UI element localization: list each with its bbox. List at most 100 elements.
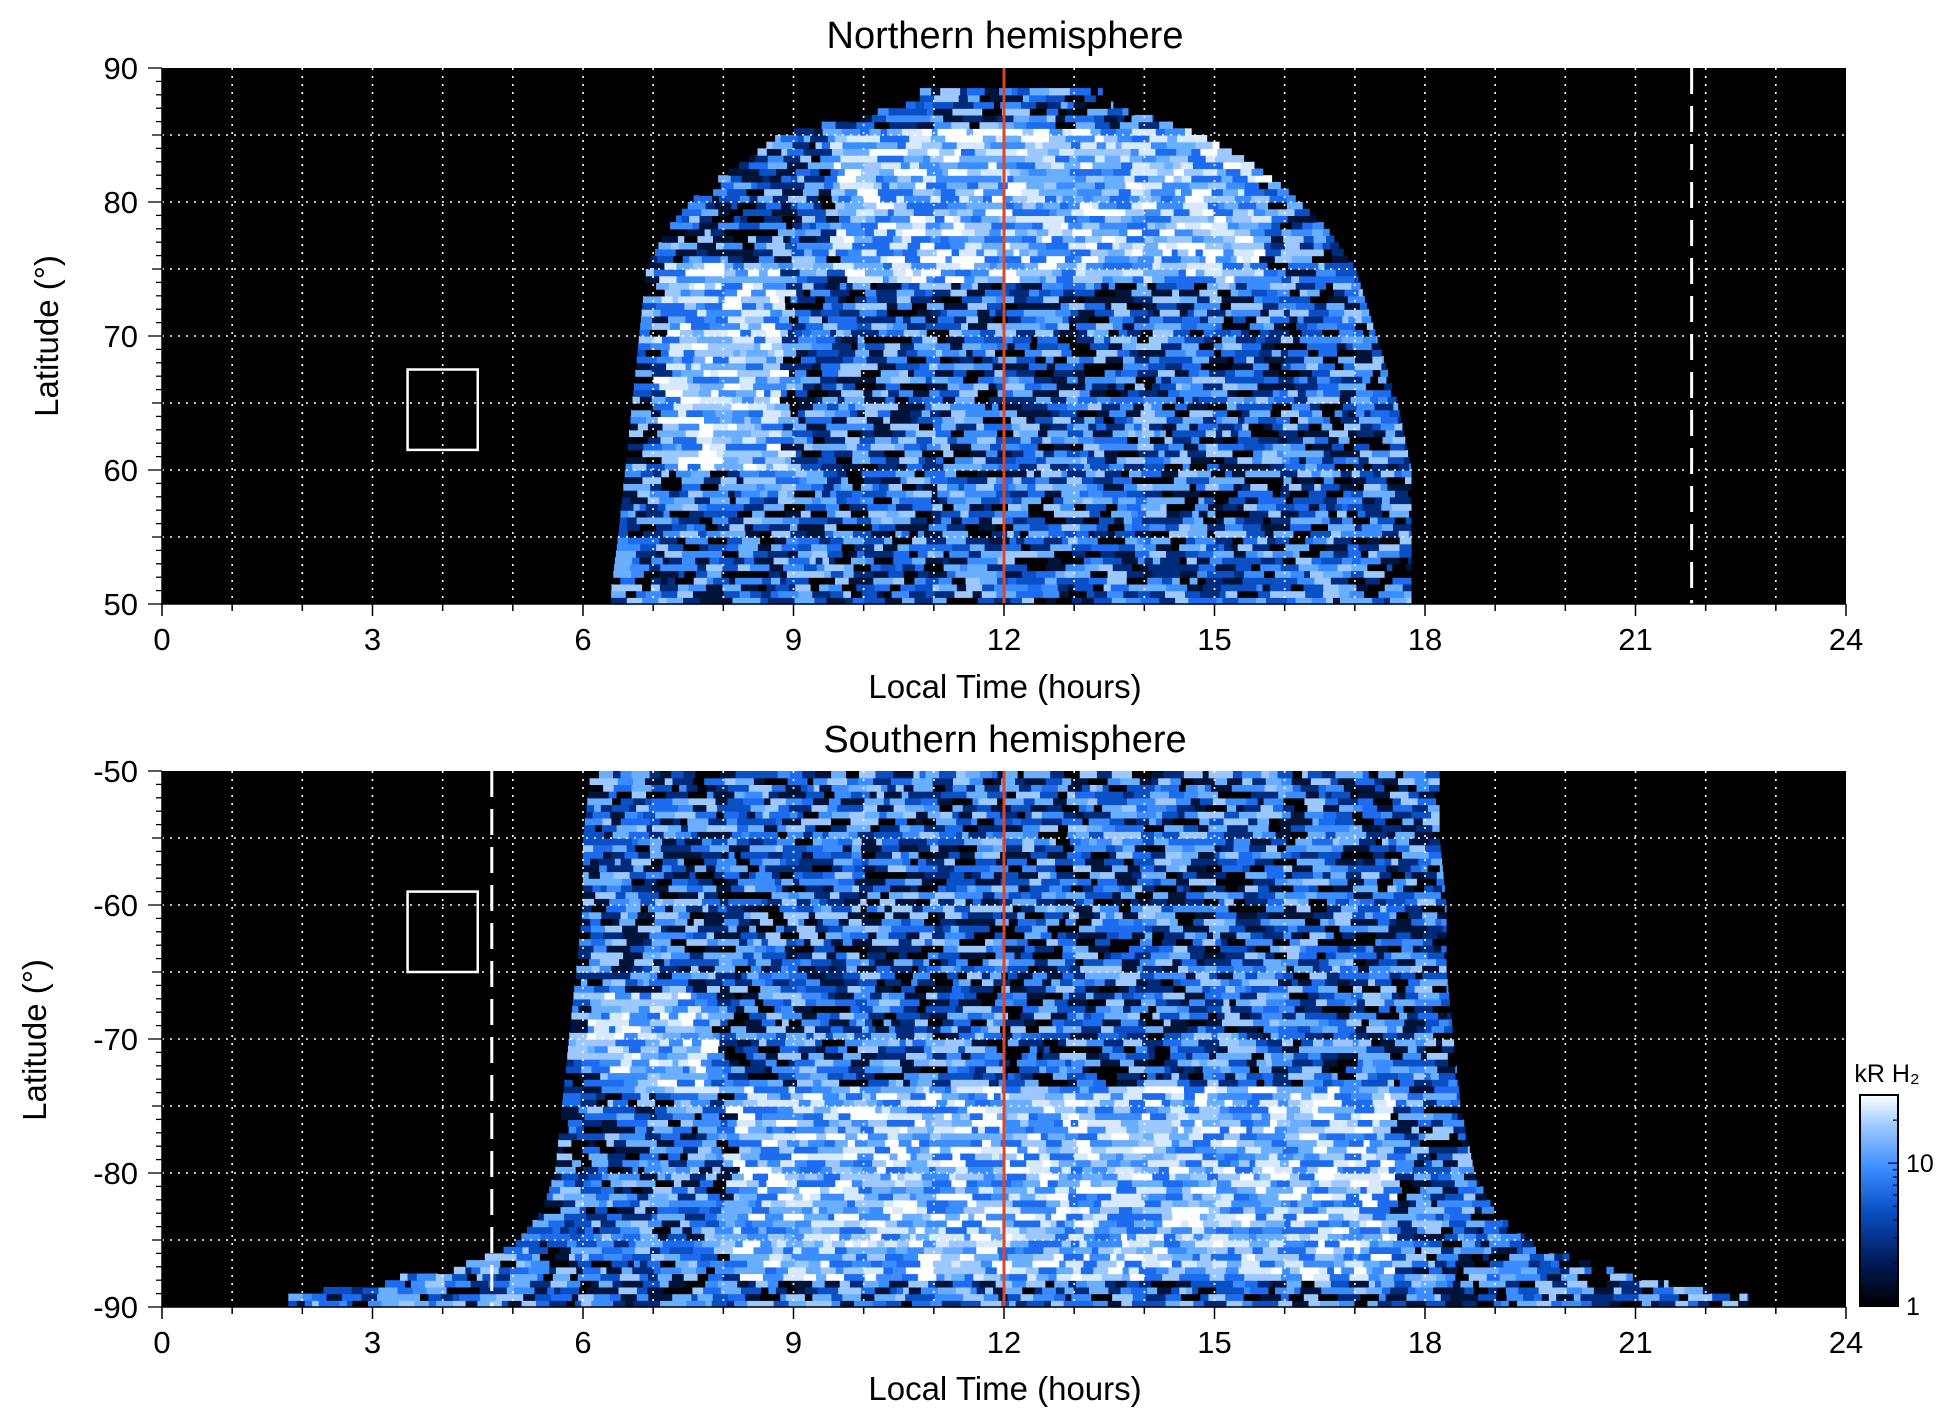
emission-cell	[1213, 550, 1235, 558]
emission-cell	[1187, 309, 1195, 317]
emission-cell	[788, 195, 807, 203]
emission-cell	[1158, 449, 1166, 458]
emission-cell	[1074, 255, 1083, 263]
emission-cell	[1001, 1300, 1010, 1308]
emission-cell	[1038, 429, 1048, 438]
emission-cell	[645, 275, 660, 283]
emission-cell	[1137, 336, 1150, 344]
emission-cell	[1098, 543, 1119, 551]
emission-cell	[1043, 1246, 1060, 1254]
emission-cell	[1464, 1286, 1475, 1295]
emission-cell	[737, 1280, 750, 1288]
emission-cell	[1060, 302, 1070, 310]
emission-cell	[1050, 423, 1068, 431]
emission-cell	[1108, 1286, 1122, 1295]
emission-cell	[1095, 94, 1103, 103]
emission-cell	[1346, 342, 1354, 350]
emission-cell	[905, 490, 914, 498]
x-tick-label: 12	[987, 622, 1021, 657]
emission-cell	[706, 577, 714, 585]
emission-cell	[1356, 429, 1375, 438]
emission-cell	[1342, 315, 1349, 324]
emission-cell	[665, 389, 684, 397]
emission-cell	[908, 396, 923, 404]
emission-cell	[740, 349, 747, 357]
emission-cell	[1042, 282, 1064, 290]
emission-cell	[752, 1273, 764, 1281]
emission-cell	[877, 188, 899, 196]
emission-cell	[826, 543, 843, 551]
emission-cell	[711, 403, 733, 411]
emission-cell	[826, 1273, 845, 1281]
emission-cell	[1547, 1273, 1562, 1281]
emission-cell	[1181, 342, 1200, 350]
emission-cell	[1209, 557, 1223, 565]
emission-cell	[1198, 510, 1209, 518]
emission-cell	[1068, 537, 1079, 545]
emission-cell	[737, 510, 753, 518]
emission-cell	[1166, 503, 1185, 511]
emission-cell	[1006, 309, 1025, 317]
emission-cell	[1282, 483, 1290, 491]
emission-cell	[1360, 516, 1371, 525]
emission-cell	[786, 382, 796, 391]
emission-cell	[1208, 315, 1225, 324]
emission-cell	[680, 563, 698, 572]
emission-cell	[920, 1266, 935, 1275]
emission-cell	[1141, 563, 1149, 572]
emission-cell	[1007, 342, 1016, 350]
emission-cell	[1064, 1286, 1075, 1295]
emission-cell	[905, 309, 918, 317]
emission-cell	[1313, 1273, 1325, 1281]
emission-cell	[1506, 1293, 1524, 1301]
emission-cell	[1329, 516, 1343, 525]
emission-cell	[1217, 1300, 1228, 1308]
emission-cell	[781, 389, 788, 397]
emission-cell	[1366, 476, 1388, 484]
emission-cell	[1384, 583, 1392, 592]
emission-cell	[352, 1300, 369, 1308]
emission-cell	[1068, 242, 1087, 250]
emission-cell	[1355, 356, 1373, 364]
emission-cell	[790, 1280, 801, 1288]
emission-cell	[794, 597, 815, 605]
emission-cell	[648, 436, 662, 444]
emission-cell	[664, 1253, 681, 1261]
emission-cell	[1172, 490, 1187, 498]
emission-cell	[1303, 1260, 1319, 1268]
emission-cell	[838, 168, 846, 176]
emission-cell	[781, 483, 797, 491]
emission-cell	[1122, 429, 1129, 438]
emission-cell	[909, 1260, 921, 1268]
emission-cell	[707, 181, 722, 190]
emission-cell	[718, 483, 740, 491]
emission-cell	[1003, 128, 1023, 136]
emission-cell	[688, 490, 704, 498]
emission-cell	[1355, 349, 1373, 357]
emission-cell	[895, 228, 904, 237]
emission-cell	[731, 202, 738, 210]
emission-cell	[1001, 302, 1018, 310]
emission-cell	[797, 135, 805, 143]
emission-cell	[1041, 175, 1056, 183]
emission-cell	[837, 175, 857, 183]
emission-cell	[951, 409, 967, 417]
emission-cell	[1090, 463, 1110, 471]
emission-cell	[1298, 1253, 1316, 1261]
emission-cell	[1125, 456, 1146, 464]
emission-cell	[1056, 195, 1064, 203]
emission-cell	[1111, 302, 1120, 310]
emission-cell	[1035, 369, 1045, 377]
emission-cell	[828, 583, 843, 592]
emission-cell	[1073, 108, 1088, 116]
emission-cell	[1059, 148, 1075, 156]
emission-cell	[865, 342, 872, 350]
emission-cell	[784, 295, 792, 304]
emission-cell	[727, 329, 741, 337]
emission-cell	[1395, 429, 1404, 438]
emission-cell	[1286, 1280, 1302, 1288]
emission-cell	[1130, 336, 1138, 344]
emission-cell	[1085, 436, 1095, 444]
emission-cell	[709, 443, 727, 451]
emission-cell	[1205, 175, 1222, 183]
